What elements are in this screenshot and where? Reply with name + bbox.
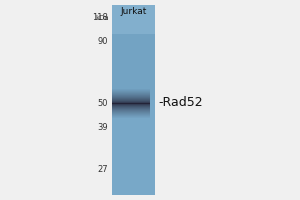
- Text: Jurkat: Jurkat: [120, 7, 147, 16]
- Text: 27: 27: [98, 166, 108, 174]
- Text: -Rad52: -Rad52: [158, 97, 202, 110]
- Text: 118: 118: [92, 14, 108, 22]
- Text: 90: 90: [98, 38, 108, 46]
- Text: kDa: kDa: [95, 15, 109, 21]
- Text: 50: 50: [98, 98, 108, 108]
- Text: 39: 39: [98, 123, 108, 132]
